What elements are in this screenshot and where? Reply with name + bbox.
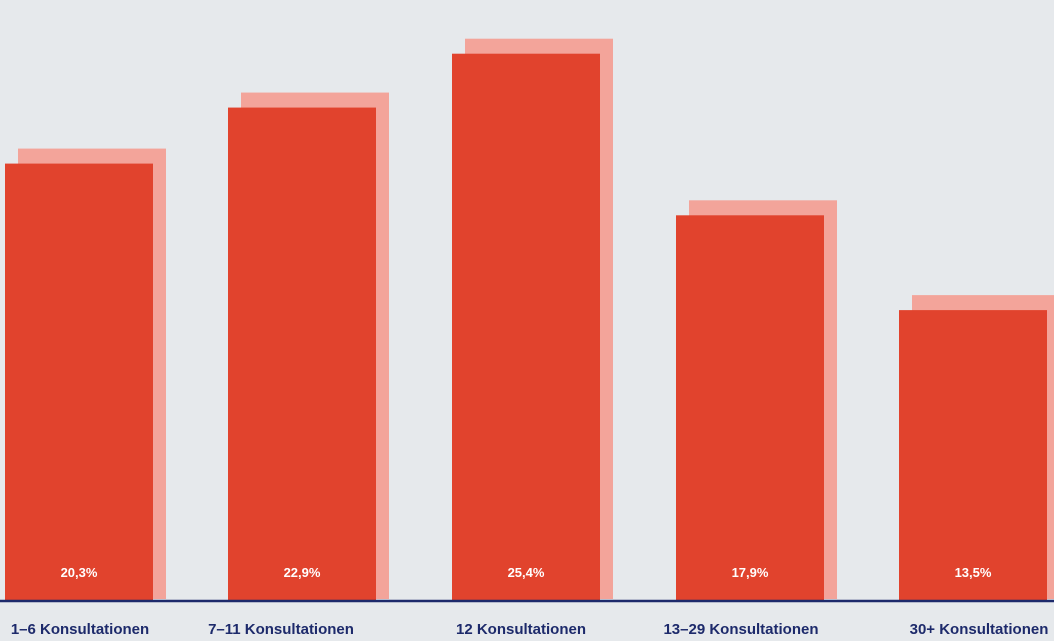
category-label: 1–6 Konsultationen bbox=[11, 621, 149, 638]
value-label: 25,4% bbox=[508, 565, 545, 580]
bar bbox=[5, 163, 153, 600]
category-label: 7–11 Konsultationen bbox=[208, 621, 354, 638]
value-label: 22,9% bbox=[284, 565, 321, 580]
bar bbox=[676, 215, 824, 600]
value-label: 20,3% bbox=[61, 565, 98, 580]
value-label: 13,5% bbox=[955, 565, 992, 580]
bar bbox=[452, 53, 600, 600]
category-label: 12 Konsultationen bbox=[456, 621, 586, 638]
value-label: 17,9% bbox=[732, 565, 769, 580]
bar bbox=[899, 310, 1047, 600]
category-label: 30+ Konsultationen bbox=[910, 621, 1049, 638]
category-label: 13–29 Konsultationen bbox=[663, 621, 818, 638]
bar bbox=[228, 107, 376, 600]
